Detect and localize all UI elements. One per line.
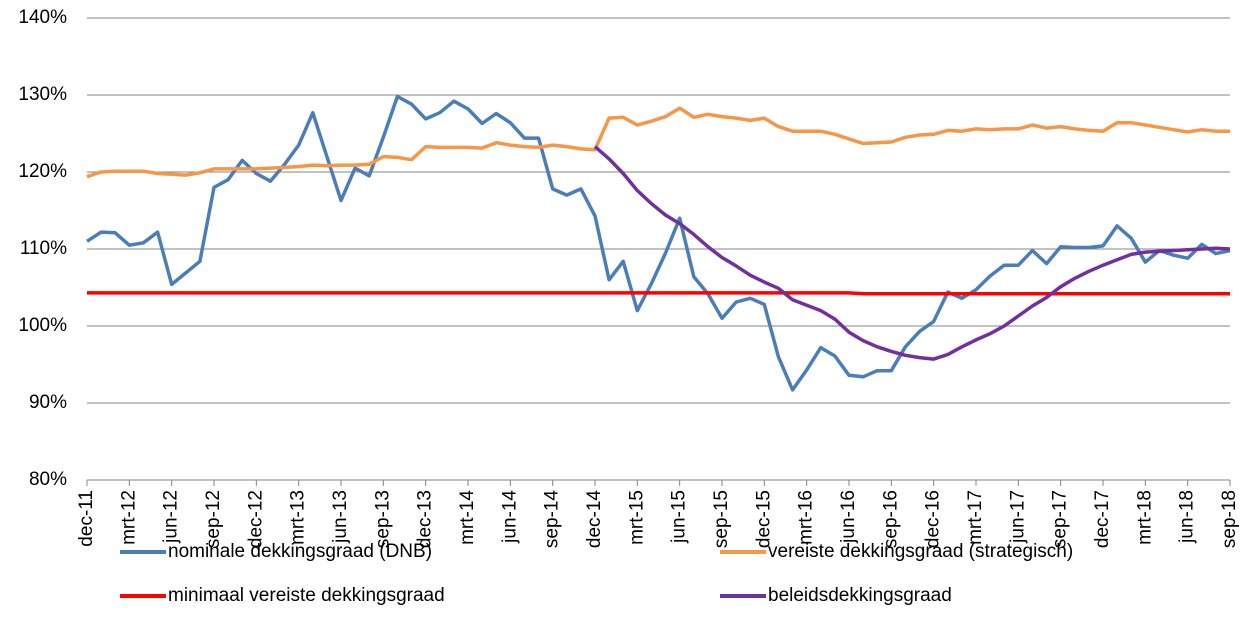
x-tick-label: sep-16 <box>880 490 901 548</box>
x-tick-label: jun-17 <box>1007 490 1028 544</box>
series-line <box>87 291 1230 296</box>
y-tick-label: 110% <box>20 238 67 259</box>
legend-label: beleidsdekkingsgraad <box>768 585 952 606</box>
x-tick-label: jun-18 <box>1177 490 1198 544</box>
legend-label: vereiste dekkingsgraad (strategisch) <box>768 541 1073 562</box>
x-tick-label: dec-13 <box>415 490 436 548</box>
x-tick-label: dec-11 <box>76 490 97 547</box>
x-tick-label: jun-16 <box>838 490 859 544</box>
x-tick-label: jun-13 <box>330 490 351 544</box>
y-tick-label: 130% <box>18 84 67 105</box>
legend-label: minimaal vereiste dekkingsgraad <box>168 585 445 606</box>
x-tick-label: sep-13 <box>372 490 393 548</box>
x-tick-label: jun-12 <box>161 490 182 544</box>
x-tick-label: mrt-17 <box>965 490 986 545</box>
y-tick-label: 80% <box>29 469 67 490</box>
y-tick-label: 140% <box>18 7 67 28</box>
x-tick-label: dec-12 <box>245 490 266 548</box>
y-tick-label: 120% <box>18 161 67 182</box>
x-tick-label: sep-17 <box>1050 490 1071 548</box>
x-tick-label: mrt-12 <box>118 490 139 545</box>
x-tick-label: mrt-18 <box>1134 490 1155 545</box>
x-tick-label: jun-15 <box>669 490 690 544</box>
x-tick-label: jun-14 <box>499 490 520 544</box>
x-tick-label: sep-18 <box>1219 490 1240 548</box>
series-line <box>86 106 1230 179</box>
x-tick-label: mrt-13 <box>288 490 309 545</box>
x-tick-label: sep-14 <box>542 490 563 549</box>
series-line <box>86 94 1231 392</box>
x-tick-label: dec-15 <box>753 490 774 548</box>
x-tick-label: sep-12 <box>203 490 224 548</box>
series-line <box>593 145 1231 361</box>
x-tick-label: mrt-15 <box>626 490 647 545</box>
x-tick-label: dec-17 <box>1092 490 1113 548</box>
x-tick-label: dec-14 <box>584 490 605 549</box>
x-tick-label: mrt-14 <box>457 490 478 545</box>
x-tick-label: dec-16 <box>923 490 944 548</box>
legend-label: nominale dekkingsgraad (DNB) <box>168 541 432 562</box>
y-tick-label: 90% <box>29 392 67 413</box>
x-tick-label: sep-15 <box>711 490 732 548</box>
y-tick-label: 100% <box>18 315 67 336</box>
x-tick-label: mrt-16 <box>796 490 817 545</box>
